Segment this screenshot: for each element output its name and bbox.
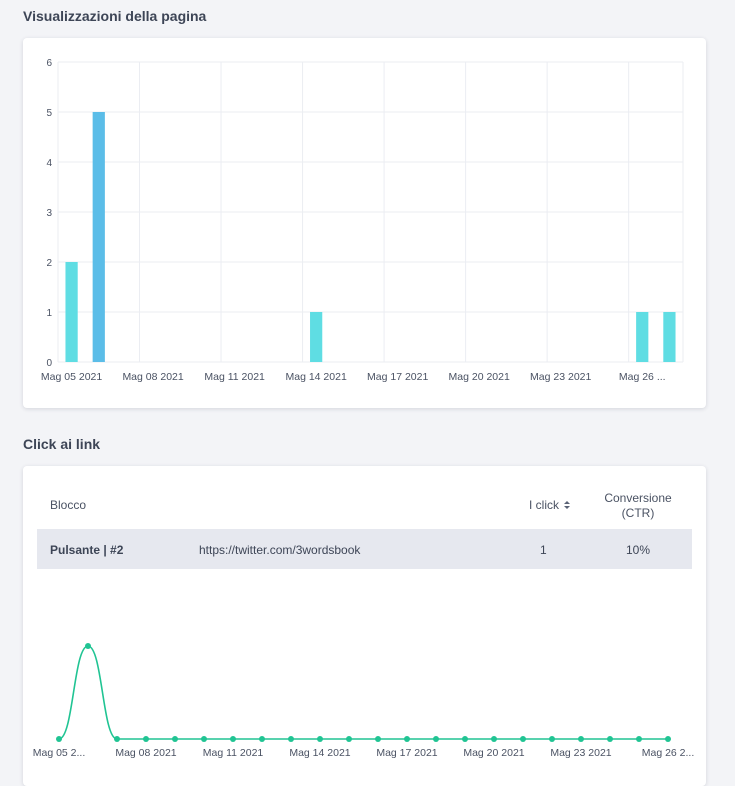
row-url: https://twitter.com/3wordsbook — [199, 543, 361, 557]
column-header-block: Blocco — [50, 498, 87, 512]
y-tick-label: 4 — [46, 158, 52, 169]
column-header-conversion: Conversione (CTR) — [595, 491, 681, 521]
x-tick-label: Mag 11 2021 — [204, 371, 265, 383]
x-tick-label: Mag 14 2021 — [285, 371, 346, 383]
bar — [663, 312, 676, 362]
clicks-line — [58, 645, 668, 740]
data-point — [143, 736, 149, 742]
data-point — [230, 736, 236, 742]
page-views-card: 0 1 2 3 4 5 6 Mag 05 2021 Mag 08 2021 Mag 11 2021… — [23, 38, 706, 408]
views-section-title: Visualizzazioni della pagina — [23, 8, 207, 24]
clicks-section-title: Click ai link — [23, 436, 101, 452]
data-point — [375, 736, 381, 742]
x-tick-label: Mag 23 2021 — [550, 747, 611, 759]
column-header-conversion-line1: Conversione — [604, 491, 672, 505]
data-point — [549, 736, 555, 742]
x-tick-label: Mag 20 2021 — [463, 747, 524, 759]
x-tick-label: Mag 17 2021 — [367, 371, 428, 383]
data-point — [288, 736, 294, 742]
x-tick-label: Mag 17 2021 — [376, 747, 437, 759]
bar — [636, 312, 649, 362]
x-tick-label: Mag 26 ... — [619, 371, 666, 383]
link-clicks-card: Blocco I click Conversione (CTR) Pulsant… — [23, 466, 706, 786]
y-tick-label: 5 — [46, 108, 52, 119]
table-row[interactable]: Pulsante | #2 https://twitter.com/3words… — [37, 529, 692, 569]
x-tick-label: Mag 08 2021 — [122, 371, 183, 383]
y-tick-label: 3 — [46, 208, 52, 219]
data-point — [201, 736, 207, 742]
data-point — [404, 736, 410, 742]
sort-icon[interactable] — [563, 499, 571, 513]
x-tick-label: Mag 26 2... — [642, 747, 695, 759]
x-tick-label: Mag 05 2... — [33, 747, 86, 759]
data-point — [578, 736, 584, 742]
y-tick-label: 1 — [46, 308, 52, 319]
bar — [65, 262, 78, 362]
column-header-conversion-line2: (CTR) — [621, 506, 655, 520]
column-header-clicks[interactable]: I click — [529, 498, 571, 513]
data-point — [85, 643, 91, 649]
data-point — [607, 736, 613, 742]
data-point — [636, 736, 642, 742]
bar — [310, 312, 323, 362]
x-tick-label: Mag 08 2021 — [115, 747, 176, 759]
link-clicks-line-chart: Mag 05 2... Mag 08 2021 Mag 11 2021 Mag 14 … — [33, 643, 695, 759]
bar — [92, 112, 105, 362]
x-tick-label: Mag 05 2021 — [41, 371, 102, 383]
x-tick-label: Mag 23 2021 — [530, 371, 591, 383]
data-point — [433, 736, 439, 742]
row-block-name: Pulsante | #2 — [50, 543, 124, 557]
y-tick-label: 2 — [46, 258, 52, 269]
data-point — [259, 736, 265, 742]
row-ctr: 10% — [625, 543, 651, 557]
data-point — [56, 736, 62, 742]
x-tick-label: Mag 14 2021 — [289, 747, 350, 759]
y-tick-label: 0 — [46, 358, 52, 369]
x-tick-label: Mag 20 2021 — [449, 371, 510, 383]
data-point — [665, 736, 671, 742]
data-point — [346, 736, 352, 742]
x-tick-label: Mag 11 2021 — [203, 747, 264, 759]
column-header-clicks-label: I click — [529, 498, 559, 512]
data-point — [114, 736, 120, 742]
page-views-bar-chart: 0 1 2 3 4 5 6 Mag 05 2021 Mag 08 2021 Mag 11 2021… — [41, 58, 684, 383]
y-tick-label: 6 — [46, 58, 52, 69]
data-point — [462, 736, 468, 742]
row-clicks: 1 — [540, 543, 547, 557]
data-point — [317, 736, 323, 742]
data-point — [491, 736, 497, 742]
data-point — [172, 736, 178, 742]
data-point — [520, 736, 526, 742]
